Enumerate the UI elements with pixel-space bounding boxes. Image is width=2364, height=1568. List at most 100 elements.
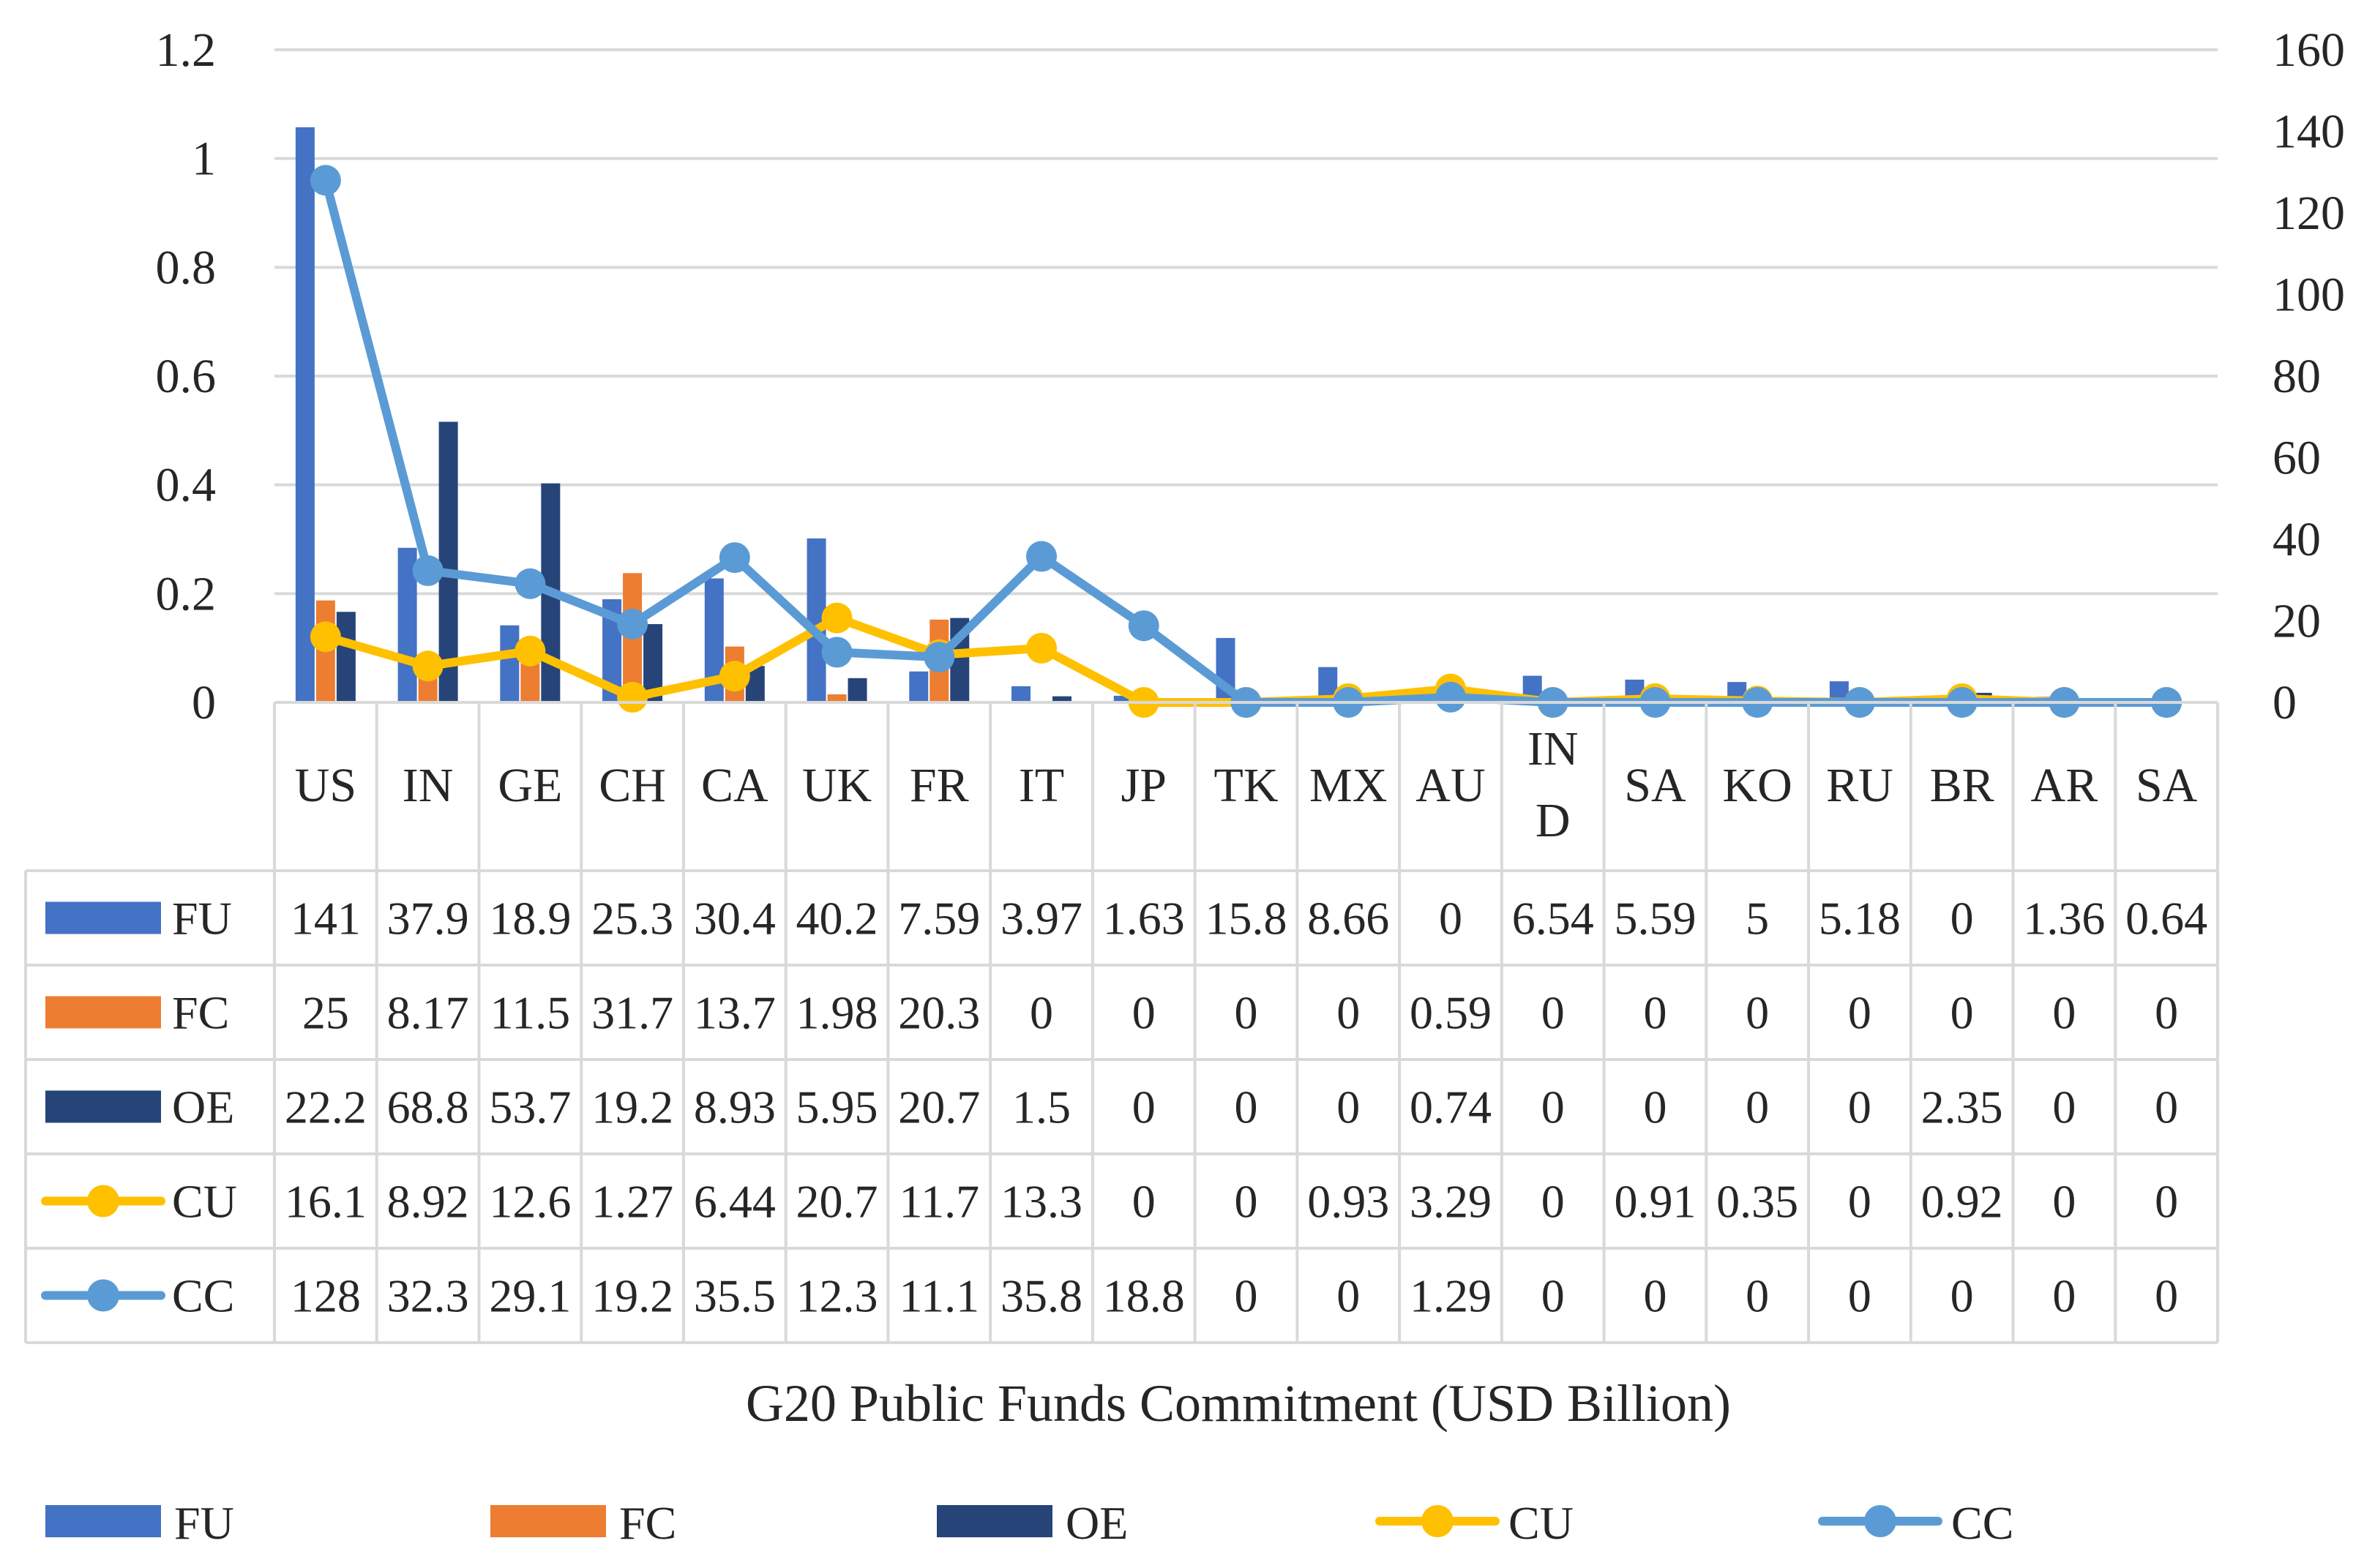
- gridlines: [274, 48, 2218, 704]
- bar-oe: [438, 421, 458, 702]
- category-label: IN: [1527, 722, 1579, 776]
- table-cell: 35.8: [1000, 1270, 1082, 1322]
- category-label: JP: [1121, 759, 1167, 812]
- table-cell: 0.93: [1307, 1176, 1389, 1228]
- table-cell: 5.18: [1819, 893, 1901, 945]
- legend-key-cu-marker: [1421, 1505, 1454, 1537]
- category-label: BR: [1930, 759, 1994, 812]
- y2-tick-label: 20: [2273, 595, 2321, 648]
- legend-label: FU: [174, 1497, 234, 1549]
- legend-label: FC: [619, 1497, 676, 1549]
- bar-fu: [909, 671, 929, 702]
- table-key-cc-marker: [87, 1279, 119, 1312]
- table-cell: 1.63: [1103, 893, 1185, 945]
- category-label: CA: [701, 759, 768, 812]
- table-cell: 0: [1132, 987, 1156, 1039]
- table-cell: 11.1: [899, 1270, 979, 1322]
- table-key-cu-marker: [87, 1185, 119, 1218]
- table-cell: 16.1: [285, 1176, 367, 1228]
- table-cell: 2.35: [1921, 1081, 2003, 1133]
- table-cell: 0: [1950, 1270, 1974, 1322]
- table-cell: 5: [1746, 893, 1769, 945]
- y-axis-right: 0 20 40 60 80 100 120 140 160: [2273, 23, 2345, 729]
- table-cell: 18.9: [489, 893, 571, 945]
- table-series-name: FC: [172, 987, 229, 1039]
- y-tick-label: 1.2: [156, 23, 217, 77]
- category-label: AR: [2031, 759, 2098, 812]
- table-cell: 0: [1848, 987, 1871, 1039]
- x-axis-title: G20 Public Funds Commitment (USD Billion…: [746, 1374, 1731, 1433]
- table-cell: 0: [1336, 987, 1360, 1039]
- point-cc: [719, 542, 750, 574]
- table-cell: 1.98: [796, 987, 878, 1039]
- table-cell: 0: [1746, 987, 1769, 1039]
- table-cell: 32.3: [387, 1270, 469, 1322]
- table-cell: 0.92: [1921, 1176, 2003, 1228]
- table-cell: 1.29: [1410, 1270, 1492, 1322]
- point-cc: [1128, 610, 1159, 642]
- y2-tick-label: 40: [2273, 513, 2321, 566]
- point-cc: [821, 637, 853, 668]
- y-tick-label: 0.6: [156, 350, 217, 403]
- category-label: AU: [1415, 759, 1485, 812]
- table-cell: 0: [1643, 1081, 1667, 1133]
- point-cc: [412, 555, 444, 586]
- table-cell: 8.92: [387, 1176, 469, 1228]
- legend-key-oe: [937, 1505, 1052, 1537]
- table-cell: 0: [1950, 893, 1974, 945]
- table-cell: 13.3: [1000, 1176, 1082, 1228]
- point-cu: [719, 661, 750, 692]
- table-cell: 25: [302, 987, 349, 1039]
- bar-oe: [1052, 696, 1072, 702]
- y-tick-label: 1: [192, 132, 216, 186]
- table-cell: 18.8: [1103, 1270, 1185, 1322]
- table-cell: 19.2: [591, 1270, 673, 1322]
- bar-fu: [1011, 686, 1031, 702]
- bar-fu: [1113, 695, 1133, 702]
- category-label: US: [295, 759, 356, 812]
- y-tick-label: 0.2: [156, 567, 217, 620]
- table-cell: 7.59: [898, 893, 980, 945]
- table-cell: 12.6: [489, 1176, 571, 1228]
- table-cell: 5.95: [796, 1081, 878, 1133]
- category-label: SA: [1624, 759, 1686, 812]
- table-cell: 0: [1439, 893, 1462, 945]
- table-key-oe: [45, 1090, 161, 1123]
- bars: [295, 127, 2156, 703]
- category-label: FR: [910, 759, 969, 812]
- point-cc: [1435, 681, 1466, 713]
- table-cell: 6.44: [694, 1176, 776, 1228]
- table-cell: 0: [2052, 1081, 2076, 1133]
- table-cell: 0.59: [1410, 987, 1492, 1039]
- table-cell: 0: [1848, 1081, 1871, 1133]
- bar-oe: [336, 612, 356, 702]
- table-cell: 19.2: [591, 1081, 673, 1133]
- table-cell: 0: [2155, 1176, 2178, 1228]
- y2-tick-label: 160: [2273, 23, 2345, 77]
- y2-tick-label: 140: [2273, 105, 2345, 159]
- table-cell: 68.8: [387, 1081, 469, 1133]
- point-cc: [617, 608, 648, 639]
- table-cell: 0.35: [1716, 1176, 1798, 1228]
- table-cell: 0.74: [1410, 1081, 1492, 1133]
- table-cell: 0: [2155, 987, 2178, 1039]
- y-axis-left: 0 0.2 0.4 0.6 0.8 1 1.2: [156, 23, 217, 729]
- legend-key-cc-marker: [1864, 1505, 1896, 1537]
- table-cell: 53.7: [489, 1081, 571, 1133]
- category-label: IN: [403, 759, 454, 812]
- table-cell: 15.8: [1205, 893, 1287, 945]
- table-cell: 6.54: [1512, 893, 1594, 945]
- y2-tick-label: 120: [2273, 187, 2345, 240]
- point-cc: [515, 568, 546, 599]
- table-cell: 35.5: [694, 1270, 776, 1322]
- table-cell: 8.17: [387, 987, 469, 1039]
- table-cell: 0: [2052, 1176, 2076, 1228]
- y2-tick-label: 80: [2273, 350, 2321, 403]
- table-cell: 0: [1235, 987, 1258, 1039]
- category-label: GE: [498, 759, 562, 812]
- point-cc: [310, 165, 341, 196]
- table-cell: 11.5: [490, 987, 571, 1039]
- category-label: MX: [1309, 759, 1387, 812]
- y-tick-label: 0: [192, 676, 216, 729]
